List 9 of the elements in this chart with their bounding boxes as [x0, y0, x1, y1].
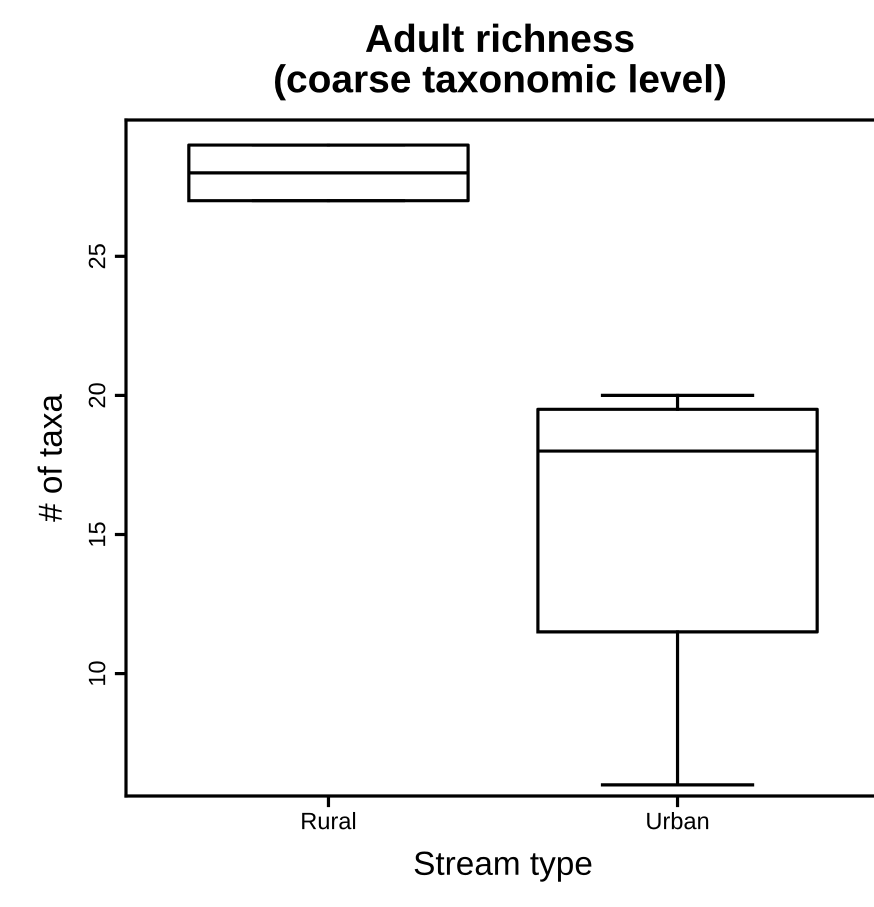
y-tick-label: 20: [88, 383, 106, 408]
chart-title: Adult richness (coarse taxonomic level): [275, 24, 726, 100]
x-axis-title: Stream type: [414, 852, 592, 882]
y-axis-title: # of taxa: [38, 394, 62, 522]
x-tick-label: Urban: [647, 812, 708, 830]
y-tick-label: 15: [88, 522, 106, 546]
x-tick-label: Rural: [302, 812, 356, 830]
y-tick-label: 25: [88, 244, 106, 268]
y-tick-label: 10: [88, 661, 106, 685]
